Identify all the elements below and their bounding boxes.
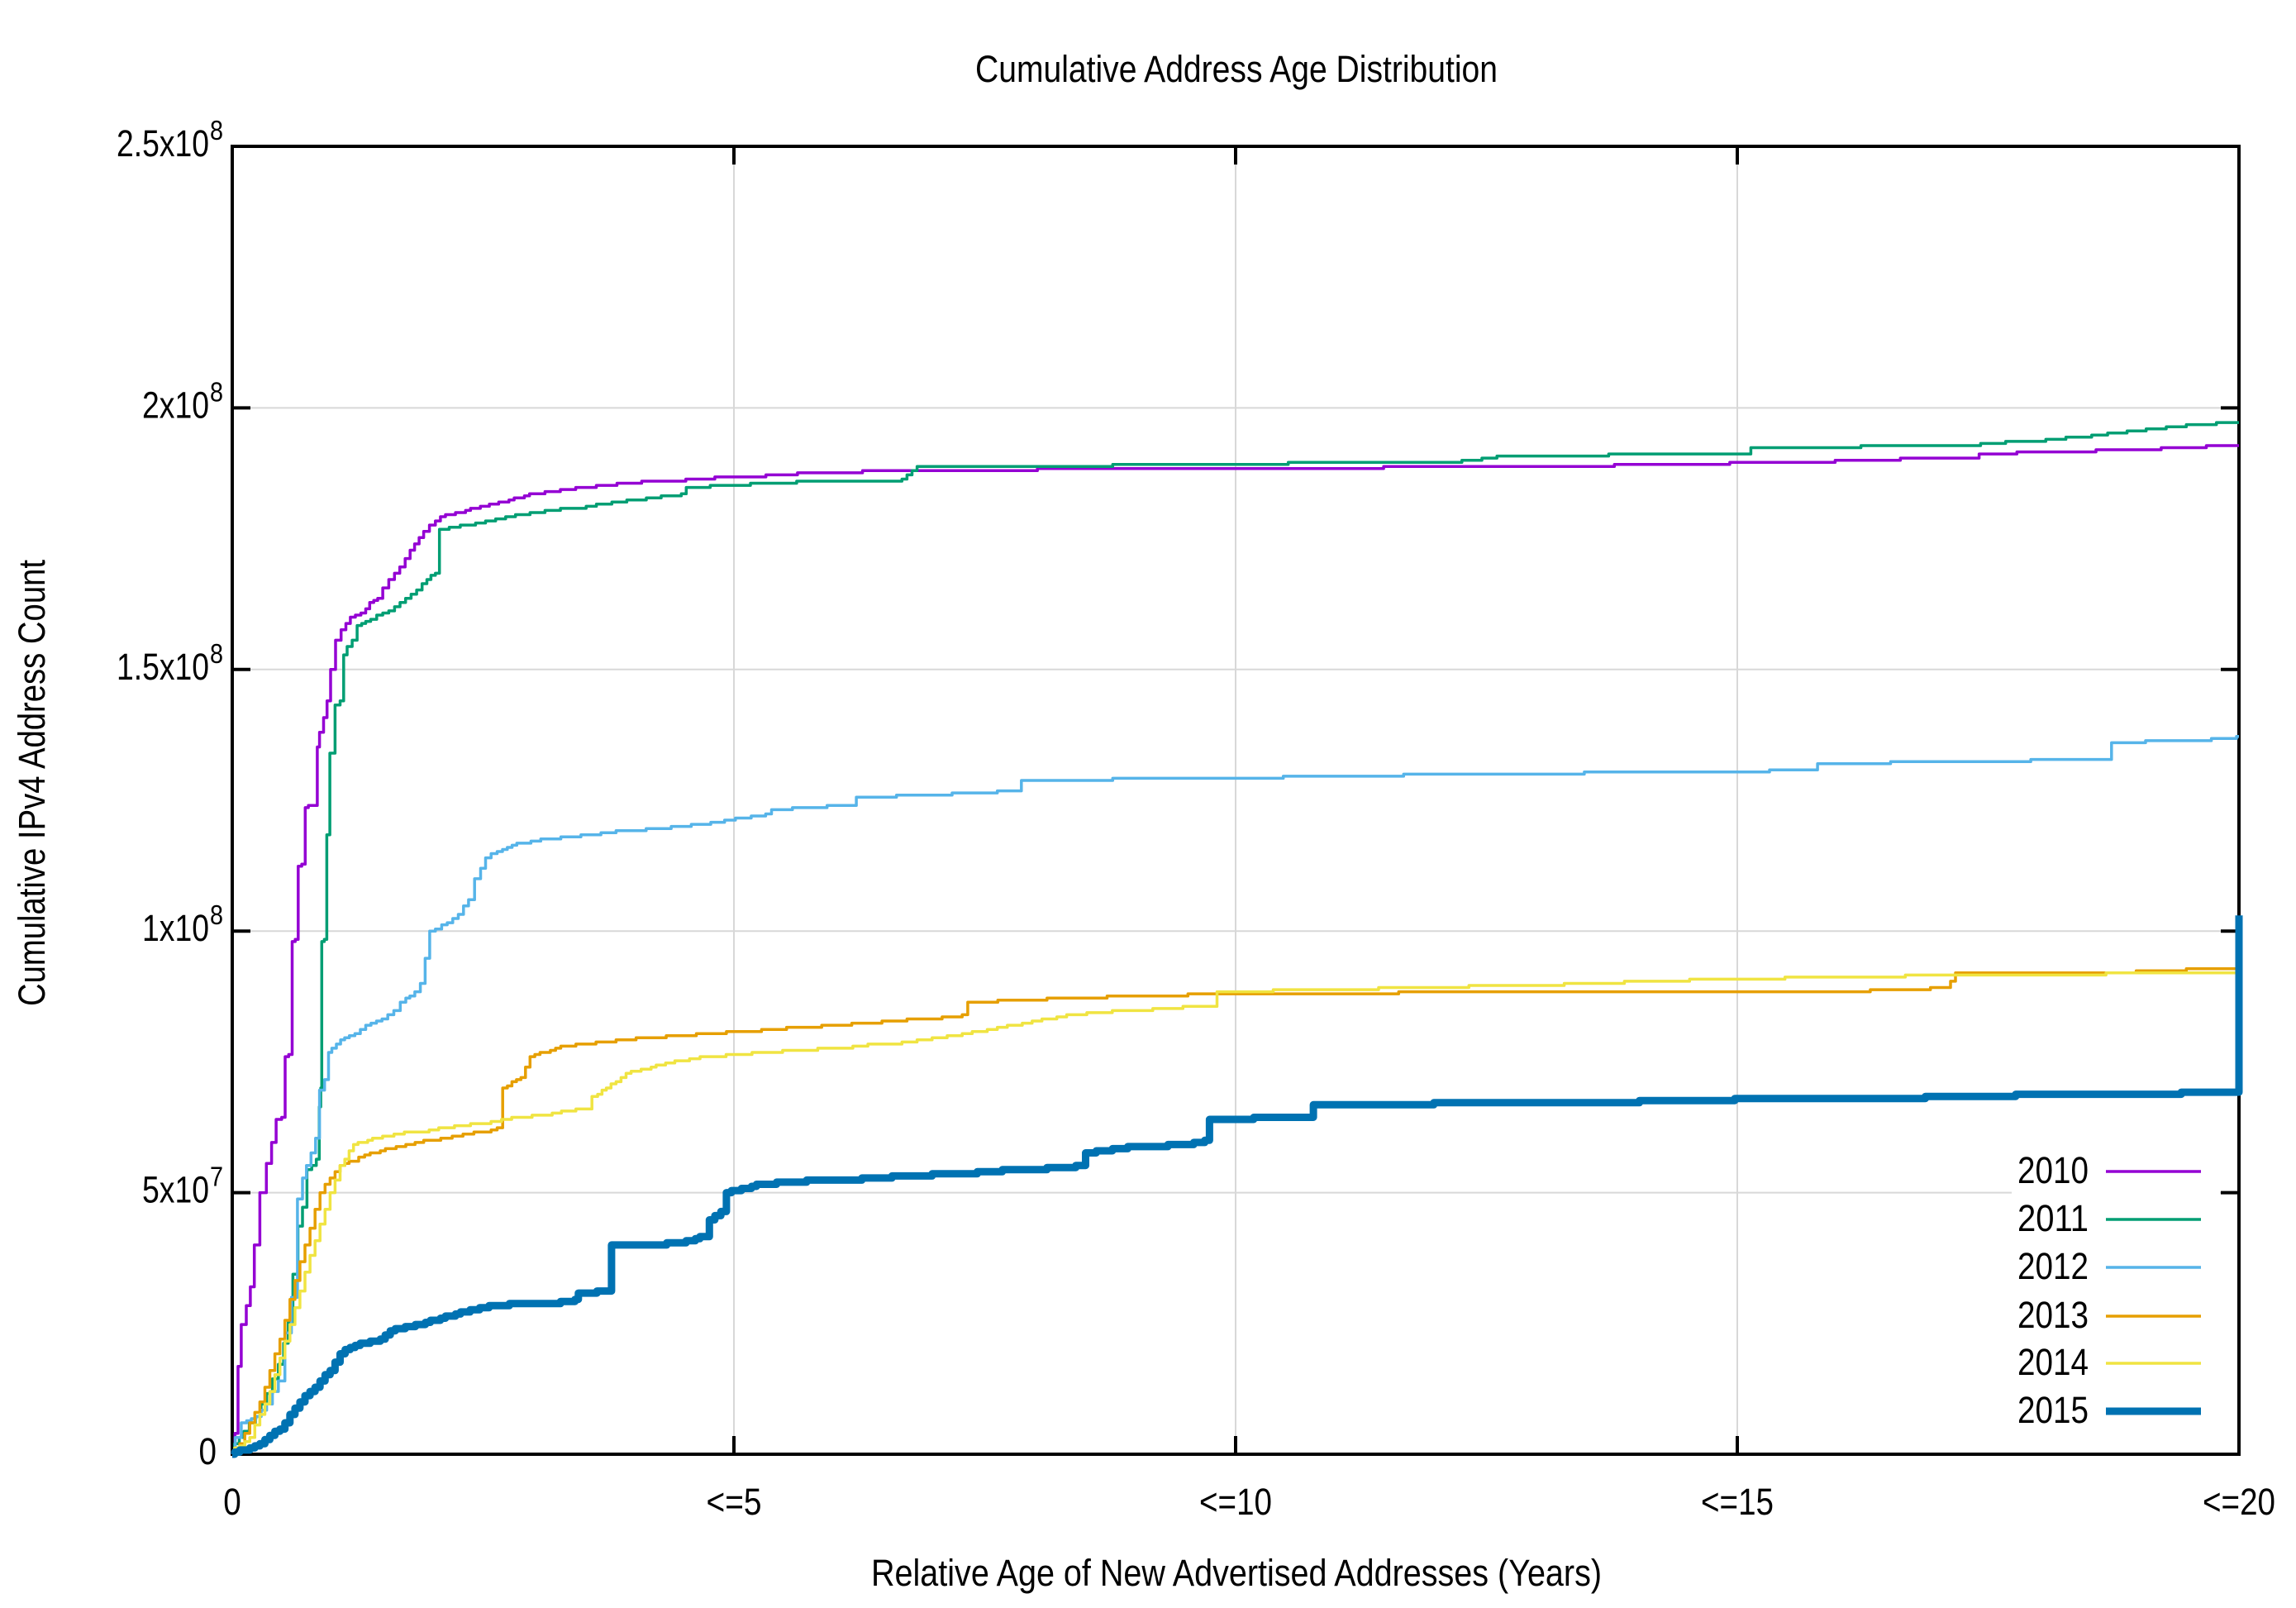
svg-text:0: 0	[223, 1481, 241, 1523]
svg-text:8: 8	[210, 899, 223, 930]
svg-text:7: 7	[210, 1162, 223, 1192]
svg-text:Cumulative Address Age Distrib: Cumulative Address Age Distribution	[975, 48, 1498, 90]
svg-text:8: 8	[210, 376, 223, 407]
svg-text:2015: 2015	[2017, 1389, 2089, 1431]
svg-text:<=10: <=10	[1199, 1481, 1272, 1523]
svg-text:8: 8	[210, 638, 223, 669]
svg-text:2011: 2011	[2017, 1197, 2089, 1239]
svg-text:<=5: <=5	[707, 1481, 762, 1523]
svg-text:Relative Age of New Advertised: Relative Age of New Advertised Addresses…	[871, 1552, 1602, 1594]
svg-text:2x10: 2x10	[142, 384, 209, 426]
svg-text:2014: 2014	[2017, 1341, 2089, 1383]
svg-text:0: 0	[199, 1430, 217, 1472]
svg-text:Cumulative IPv4 Address Count: Cumulative IPv4 Address Count	[11, 560, 53, 1006]
svg-text:1x10: 1x10	[142, 907, 209, 949]
svg-text:2012: 2012	[2017, 1245, 2089, 1287]
svg-text:8: 8	[210, 115, 223, 146]
svg-text:<=15: <=15	[1701, 1481, 1774, 1523]
svg-text:<=20: <=20	[2203, 1481, 2275, 1523]
svg-text:1.5x10: 1.5x10	[117, 646, 209, 688]
svg-text:5x10: 5x10	[142, 1169, 209, 1211]
svg-text:2010: 2010	[2017, 1149, 2089, 1191]
svg-text:2.5x10: 2.5x10	[117, 122, 209, 165]
svg-text:2013: 2013	[2017, 1294, 2089, 1336]
